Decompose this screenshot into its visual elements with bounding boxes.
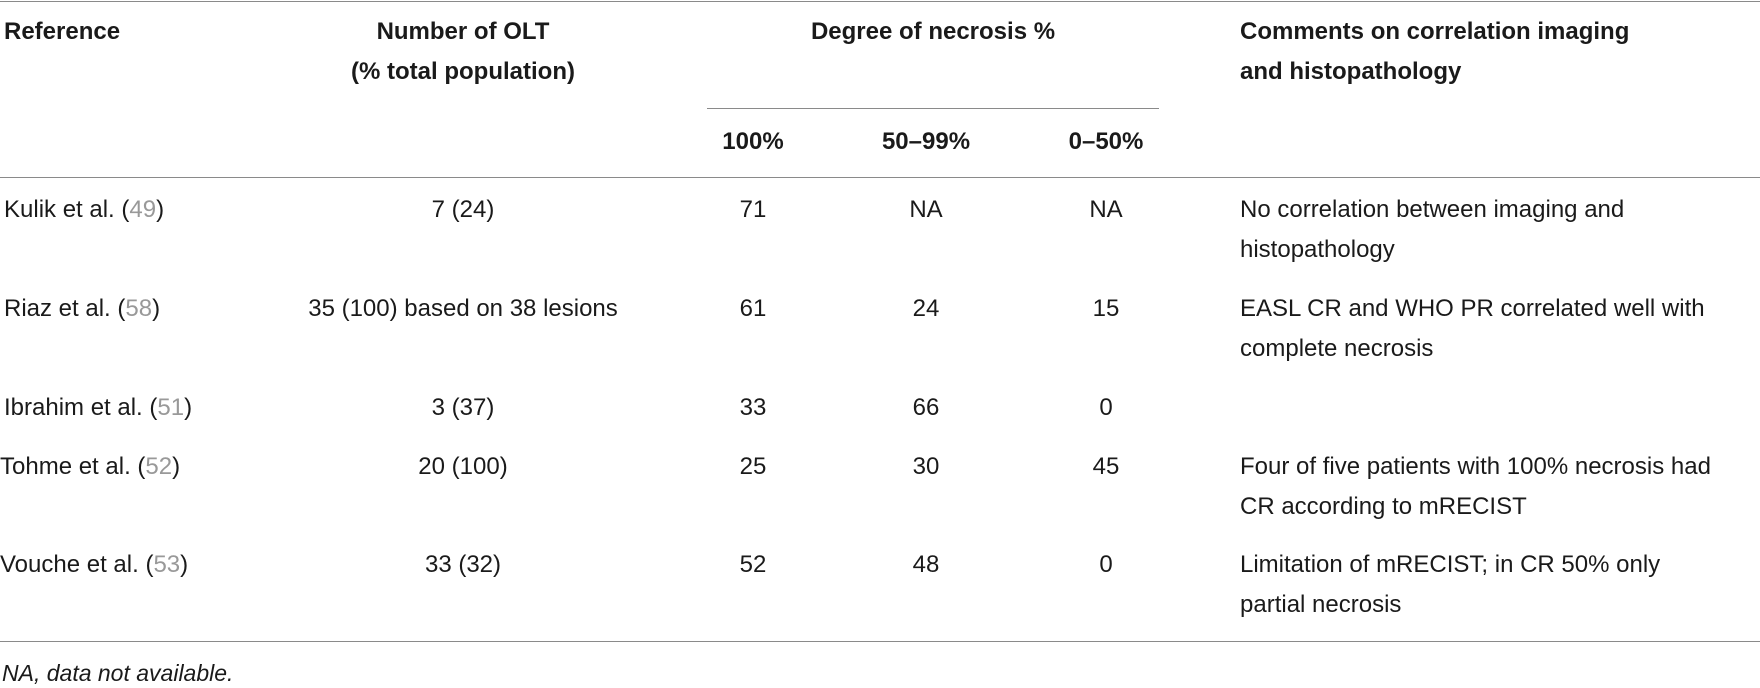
row-olt: 20 (100) (418, 453, 508, 480)
row-necrosis-0-50: 0 (1099, 394, 1113, 421)
row-olt: 33 (32) (424, 551, 502, 578)
citation-close: ) (180, 551, 189, 578)
author-name: Tohme et al. ( (0, 453, 146, 480)
citation-link[interactable]: 49 (129, 196, 157, 223)
header-comments-line2: and histopathology (1240, 58, 1462, 85)
author-name: Ibrahim et al. ( (4, 394, 158, 421)
table-footnote: NA, data not available. (2, 660, 234, 686)
header-necrosis: Degree of necrosis % (810, 18, 1056, 45)
author-name: Riaz et al. ( (4, 295, 126, 322)
row-necrosis-100: 33 (739, 394, 767, 421)
row-reference: Kulik et al. (49) (4, 190, 164, 230)
header-olt-line2: (% total population) (351, 58, 575, 85)
author-name: Kulik et al. ( (4, 196, 130, 223)
row-necrosis-50-99: 30 (912, 453, 940, 480)
header-bottom-rule (0, 177, 1760, 178)
row-comment-line2: partial necrosis (1240, 591, 1402, 618)
header-necrosis-100: 100% (722, 128, 784, 155)
row-reference: Vouche et al. (53) (0, 545, 188, 585)
row-comment-line1: Four of five patients with 100% necrosis… (1240, 453, 1711, 480)
table-bottom-rule (0, 641, 1760, 642)
citation-link[interactable]: 53 (153, 551, 181, 578)
row-olt: 7 (24) (431, 196, 495, 223)
citation-close: ) (156, 196, 165, 223)
citation-close: ) (172, 453, 181, 480)
row-olt: 35 (100) based on 38 lesions (308, 295, 618, 322)
row-reference: Riaz et al. (58) (4, 289, 160, 329)
row-reference: Ibrahim et al. (51) (4, 388, 192, 428)
row-necrosis-50-99: 66 (912, 394, 940, 421)
row-necrosis-0-50: 0 (1099, 551, 1113, 578)
citation-link[interactable]: 51 (157, 394, 185, 421)
row-necrosis-50-99: NA (909, 196, 943, 223)
header-necrosis-50-99: 50–99% (881, 128, 971, 155)
row-comment-line2: complete necrosis (1240, 335, 1434, 362)
header-necrosis-0-50: 0–50% (1068, 128, 1144, 155)
row-necrosis-100: 61 (739, 295, 767, 322)
row-necrosis-0-50: 15 (1092, 295, 1120, 322)
row-comment-line1: No correlation between imaging and (1240, 196, 1625, 223)
row-comment-line2: histopathology (1240, 236, 1395, 263)
author-name: Vouche et al. ( (0, 551, 154, 578)
row-necrosis-0-50: NA (1089, 196, 1123, 223)
row-olt: 3 (37) (431, 394, 495, 421)
row-necrosis-100: 25 (739, 453, 767, 480)
header-reference: Reference (4, 18, 121, 45)
citation-link[interactable]: 52 (145, 453, 173, 480)
row-comment-line1: Limitation of mRECIST; in CR 50% only (1240, 551, 1661, 578)
row-necrosis-0-50: 45 (1092, 453, 1120, 480)
row-comment-line2: CR according to mRECIST (1240, 493, 1527, 520)
citation-close: ) (152, 295, 161, 322)
citation-close: ) (184, 394, 193, 421)
row-necrosis-100: 52 (739, 551, 767, 578)
row-necrosis-50-99: 24 (912, 295, 940, 322)
header-olt-line1: Number of OLT (376, 18, 550, 45)
row-comment-line1: EASL CR and WHO PR correlated well with (1240, 295, 1705, 322)
row-necrosis-50-99: 48 (912, 551, 940, 578)
necrosis-subheader-rule (707, 108, 1159, 109)
row-necrosis-100: 71 (739, 196, 767, 223)
row-reference: Tohme et al. (52) (0, 447, 180, 487)
header-comments-line1: Comments on correlation imaging (1240, 18, 1630, 45)
table-top-rule (0, 1, 1760, 2)
citation-link[interactable]: 58 (125, 295, 153, 322)
